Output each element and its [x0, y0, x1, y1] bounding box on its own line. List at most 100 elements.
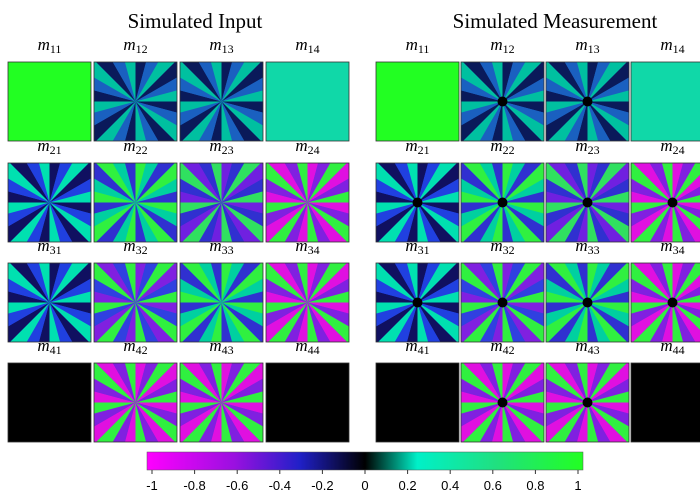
spoke [180, 291, 222, 303]
spoke [124, 163, 136, 203]
spoke [546, 178, 588, 203]
element-image [376, 62, 459, 141]
spoke [461, 62, 503, 102]
spoke [502, 402, 514, 442]
spoke [417, 202, 459, 214]
spoke [198, 302, 222, 342]
spoke [661, 163, 673, 203]
element-index: 22 [503, 143, 515, 157]
spoke [135, 202, 177, 214]
spoke [182, 163, 222, 203]
spoke [8, 302, 50, 342]
spoke [479, 302, 503, 342]
spoke [587, 202, 629, 242]
spoke [564, 302, 588, 342]
spoke [135, 263, 147, 303]
spoke [94, 62, 136, 102]
spoke [661, 263, 673, 303]
spoke [461, 402, 503, 442]
spoke [221, 202, 263, 214]
spoke [479, 202, 503, 242]
spoke [502, 62, 526, 102]
spoke [135, 191, 177, 203]
spoke [112, 163, 136, 203]
spoke [417, 263, 429, 303]
spoke [124, 101, 136, 141]
spoke [631, 263, 673, 303]
spoke [376, 302, 418, 342]
element-index: 21 [418, 143, 430, 157]
spoke [49, 302, 89, 342]
spoke [49, 202, 73, 242]
element-image [546, 163, 629, 242]
colorbar-tick-label: 0.2 [399, 478, 417, 493]
colorbar [146, 451, 584, 471]
spoke [587, 101, 611, 141]
element-label: m42 [490, 336, 514, 357]
center-dot [497, 197, 508, 208]
spoke [221, 163, 245, 203]
element-symbol: m [209, 136, 221, 155]
spoke [307, 191, 349, 203]
spoke [180, 278, 222, 303]
spoke [135, 363, 147, 403]
spoke [38, 163, 50, 203]
spoke [38, 263, 50, 303]
element-image [8, 363, 91, 442]
spoke [672, 202, 700, 210]
spoke [461, 278, 503, 303]
spoke [491, 62, 503, 102]
spoke [672, 302, 684, 342]
spoke [631, 302, 673, 314]
element-symbol: m [123, 136, 135, 155]
image-border [265, 262, 350, 343]
spoke [587, 90, 629, 102]
spoke [135, 62, 147, 102]
element-label: m44 [660, 336, 684, 357]
spoke [463, 62, 503, 102]
image-border [375, 162, 460, 243]
spoke [266, 278, 308, 303]
spoke [672, 175, 700, 203]
spoke [502, 278, 544, 303]
spoke [546, 402, 588, 414]
spoke [221, 101, 233, 141]
spoke [180, 402, 222, 414]
spoke [49, 163, 91, 203]
spoke [417, 163, 429, 203]
image-border [179, 162, 264, 243]
spoke [307, 263, 331, 303]
spoke [461, 101, 503, 141]
colorbar-tick-label: -0.2 [311, 478, 333, 493]
element-index: 21 [50, 143, 62, 157]
spoke [49, 191, 91, 203]
spoke [461, 391, 503, 403]
element-symbol: m [209, 236, 221, 255]
spoke [587, 302, 599, 342]
spoke [394, 263, 418, 303]
spoke [502, 378, 544, 403]
element-index: 33 [588, 243, 600, 257]
spoke [564, 202, 588, 242]
spoke [564, 101, 588, 141]
element-symbol: m [405, 136, 417, 155]
spoke [307, 302, 347, 342]
spoke [135, 302, 177, 327]
spoke [210, 363, 222, 403]
spoke [49, 263, 91, 303]
element-index: 13 [222, 42, 234, 56]
spoke [182, 62, 222, 102]
spoke [221, 263, 233, 303]
element-symbol: m [660, 35, 672, 54]
element-index: 14 [308, 42, 320, 56]
center-dot [667, 197, 678, 208]
spoke [221, 101, 263, 141]
spoke [394, 302, 418, 342]
spoke [417, 302, 429, 342]
element-index: 43 [588, 343, 600, 357]
spoke [221, 62, 233, 102]
spoke [376, 202, 418, 227]
spoke [49, 163, 73, 203]
spoke [112, 302, 136, 342]
spoke [266, 163, 308, 203]
